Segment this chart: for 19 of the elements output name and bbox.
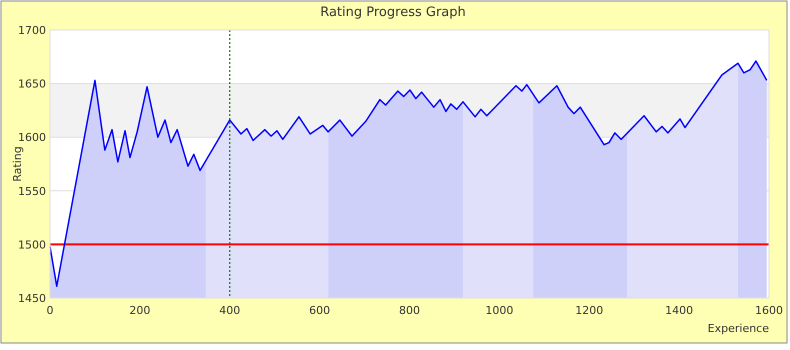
y-tick-label: 1600 [18,131,46,144]
x-axis-title: Experience [708,322,770,335]
line-series [49,60,768,287]
x-tick-label: 200 [129,304,150,317]
y-tick-label: 1700 [18,24,46,37]
y-axis-title: Rating [11,146,24,182]
x-tick-label: 1600 [755,304,783,317]
x-tick-label: 0 [46,304,54,317]
x-tick-label: 600 [309,304,330,317]
x-tick-label: 400 [219,304,240,317]
x-tick-label: 1200 [575,304,604,317]
x-tick-label: 1000 [485,304,514,317]
y-tick-label: 1450 [18,292,46,305]
y-tick-label: 1550 [18,184,46,198]
y-tick-label: 1650 [18,78,46,91]
x-tick-label: 1400 [665,304,694,317]
y-tick-label: 1500 [18,238,46,252]
chart-title: Rating Progress Graph [320,5,466,20]
x-tick-label: 800 [399,304,420,317]
